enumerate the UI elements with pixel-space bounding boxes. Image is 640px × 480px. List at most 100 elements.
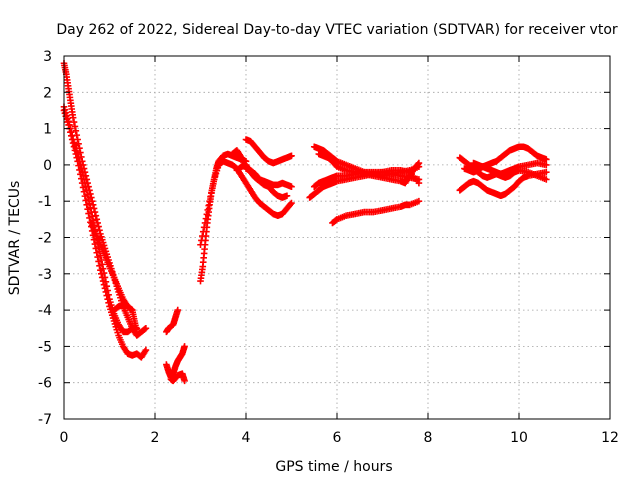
y-axis-title: SDTVAR / TECUs (7, 181, 23, 296)
data-point (209, 180, 217, 188)
data-point (71, 123, 79, 130)
y-tick-label: -6 (38, 376, 52, 392)
series-track-10 (197, 157, 295, 249)
data-point (104, 295, 111, 303)
y-tick-label: -1 (38, 194, 52, 210)
series-track-17 (315, 150, 423, 187)
data-point (92, 245, 100, 252)
data-point (95, 258, 102, 265)
data-point (80, 188, 88, 196)
data-point (103, 292, 111, 299)
data-point (69, 139, 77, 147)
data-point (204, 206, 212, 214)
data-point (93, 216, 101, 223)
y-tick-label: -4 (38, 303, 52, 319)
series-track-6 (163, 306, 182, 336)
data-point (288, 152, 295, 160)
data-point (71, 147, 79, 154)
data-point (181, 343, 188, 350)
grid-lines (64, 56, 610, 419)
data-point (201, 219, 209, 227)
data-point (79, 184, 87, 191)
data-points (60, 59, 550, 385)
data-point (83, 201, 91, 209)
data-point (93, 249, 101, 257)
x-axis-title: GPS time / hours (275, 459, 392, 475)
series-track-13 (242, 136, 295, 167)
data-point (181, 377, 188, 385)
data-point (197, 241, 204, 249)
data-point (287, 200, 294, 208)
data-point (283, 192, 291, 200)
data-point (203, 210, 211, 218)
data-point (86, 214, 93, 222)
data-point (99, 277, 107, 285)
data-point (82, 197, 90, 204)
series-track-12 (229, 147, 295, 190)
data-point (414, 160, 422, 168)
data-point (101, 285, 109, 292)
data-point (142, 346, 150, 354)
data-point (142, 324, 150, 332)
data-point (415, 197, 423, 205)
y-tick-label: -2 (38, 231, 52, 247)
data-point (415, 159, 423, 167)
data-point (97, 266, 104, 274)
y-tick-label: -3 (38, 267, 52, 283)
data-point (199, 232, 206, 240)
data-point (72, 127, 80, 135)
y-tick-labels: 3 2 1 0 -1 -2 -3 -4 -5 -6 -7 (38, 49, 52, 428)
data-point (74, 157, 81, 165)
data-point (105, 299, 112, 307)
series-track-18 (329, 197, 423, 227)
data-point (199, 228, 207, 235)
data-point (205, 202, 212, 209)
data-point (73, 154, 81, 161)
data-point (543, 161, 550, 169)
data-point (94, 219, 101, 227)
data-point (200, 224, 208, 231)
axis-ticks (63, 55, 611, 420)
series-track-20 (456, 168, 550, 200)
y-tick-label: 1 (43, 122, 52, 138)
data-point (85, 210, 92, 217)
y-tick-label: -7 (38, 412, 52, 428)
data-point (78, 179, 86, 187)
data-point (75, 162, 82, 169)
data-point (209, 184, 216, 192)
series-track-8 (167, 370, 188, 385)
chart-title: Day 262 of 2022, Sidereal Day-to-day VTE… (56, 22, 618, 38)
series-track-22 (470, 159, 550, 178)
x-tick-label: 0 (60, 430, 69, 446)
data-point (84, 205, 91, 213)
x-tick-label: 6 (333, 430, 342, 446)
data-point (206, 197, 213, 205)
data-point (543, 176, 550, 183)
x-tick-label: 2 (151, 430, 160, 446)
data-point (98, 270, 105, 278)
data-point (76, 166, 83, 174)
data-point (67, 128, 74, 136)
data-point (77, 175, 85, 182)
y-tick-label: -5 (38, 339, 52, 355)
y-tick-label: 0 (43, 158, 52, 174)
y-tick-label: 2 (43, 85, 52, 101)
series-track-5 (110, 301, 141, 336)
data-point (77, 171, 84, 178)
data-point (81, 192, 89, 200)
data-point (208, 189, 215, 196)
data-point (133, 328, 141, 336)
data-point (102, 288, 110, 296)
x-tick-label: 10 (510, 430, 528, 446)
data-point (65, 121, 72, 129)
data-point (100, 281, 108, 288)
x-tick-label: 12 (601, 430, 619, 446)
y-tick-label: 3 (43, 49, 52, 65)
data-point (72, 150, 80, 158)
data-point (174, 306, 182, 314)
data-point (68, 136, 76, 143)
data-point (96, 262, 103, 270)
data-point (70, 143, 78, 151)
data-point (98, 274, 106, 281)
